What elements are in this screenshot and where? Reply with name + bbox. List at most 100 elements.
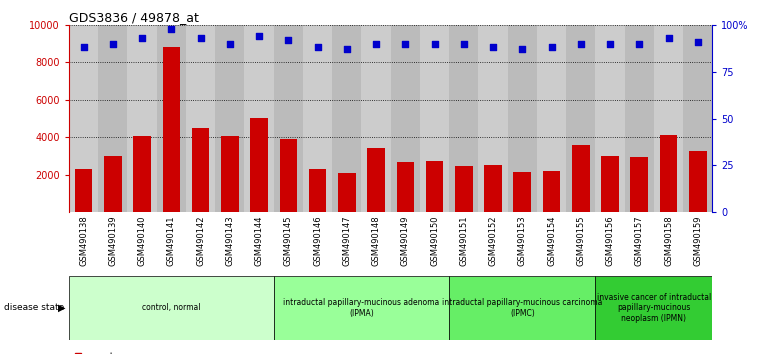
Bar [484, 165, 502, 212]
Point [370, 41, 382, 46]
Bar [426, 161, 444, 212]
Bar [572, 145, 590, 212]
Text: GSM490148: GSM490148 [372, 216, 381, 266]
Point [165, 26, 178, 32]
Point [633, 41, 646, 46]
Bar [162, 47, 180, 212]
Bar [332, 25, 362, 212]
FancyBboxPatch shape [449, 276, 595, 340]
Point [428, 41, 440, 46]
Point [195, 35, 207, 41]
Bar [508, 25, 537, 212]
Text: GSM490149: GSM490149 [401, 216, 410, 266]
Text: GSM490156: GSM490156 [605, 216, 614, 266]
Point [341, 46, 353, 52]
Bar [215, 25, 244, 212]
Bar [133, 136, 151, 212]
Point [487, 45, 499, 50]
Bar [397, 162, 414, 212]
Text: ▶: ▶ [57, 303, 65, 313]
Text: GSM490151: GSM490151 [460, 216, 468, 266]
Text: GSM490143: GSM490143 [225, 216, 234, 266]
Point [545, 45, 558, 50]
Bar [543, 171, 560, 212]
Bar [192, 128, 209, 212]
Point [399, 41, 411, 46]
Text: intraductal papillary-mucinous adenoma
(IPMA): intraductal papillary-mucinous adenoma (… [283, 298, 440, 318]
Text: GSM490153: GSM490153 [518, 216, 527, 266]
Text: GSM490138: GSM490138 [79, 216, 88, 266]
Bar [75, 169, 93, 212]
Text: control, normal: control, normal [142, 303, 201, 313]
Bar [420, 25, 449, 212]
Text: invasive cancer of intraductal
papillary-mucinous
neoplasm (IPMN): invasive cancer of intraductal papillary… [597, 293, 711, 323]
Text: GSM490142: GSM490142 [196, 216, 205, 266]
Point [604, 41, 616, 46]
Legend: count, percentile rank within the sample: count, percentile rank within the sample [74, 352, 251, 354]
Bar [127, 25, 157, 212]
Bar [595, 25, 624, 212]
Text: GSM490157: GSM490157 [635, 216, 643, 266]
Point [312, 45, 324, 50]
Point [77, 45, 90, 50]
Point [136, 35, 148, 41]
Text: GSM490158: GSM490158 [664, 216, 673, 266]
Bar [630, 157, 648, 212]
Bar [303, 25, 332, 212]
Text: intraductal papillary-mucinous carcinoma
(IPMC): intraductal papillary-mucinous carcinoma… [442, 298, 603, 318]
Bar [689, 152, 706, 212]
Point [692, 39, 704, 45]
Point [574, 41, 587, 46]
Point [253, 33, 265, 39]
Bar [683, 25, 712, 212]
Text: GSM490155: GSM490155 [576, 216, 585, 266]
FancyBboxPatch shape [595, 276, 712, 340]
Bar [479, 25, 508, 212]
Bar [69, 25, 98, 212]
Bar [280, 139, 297, 212]
Text: disease state: disease state [4, 303, 64, 313]
Text: GSM490159: GSM490159 [693, 216, 702, 266]
Bar [513, 172, 531, 212]
FancyBboxPatch shape [69, 276, 273, 340]
Point [663, 35, 675, 41]
Bar [273, 25, 303, 212]
Text: GSM490144: GSM490144 [254, 216, 264, 266]
Bar [449, 25, 479, 212]
Point [282, 37, 294, 42]
Bar [391, 25, 420, 212]
Bar [98, 25, 127, 212]
Text: GSM490154: GSM490154 [547, 216, 556, 266]
Bar [221, 136, 238, 212]
Bar [367, 148, 385, 212]
Bar [338, 173, 355, 212]
Text: GSM490140: GSM490140 [138, 216, 146, 266]
FancyBboxPatch shape [273, 276, 449, 340]
Bar [537, 25, 566, 212]
Bar [244, 25, 273, 212]
Text: GSM490139: GSM490139 [108, 216, 117, 266]
Bar [624, 25, 654, 212]
Point [224, 41, 236, 46]
Bar [309, 169, 326, 212]
Point [106, 41, 119, 46]
Bar [660, 136, 677, 212]
Text: GSM490147: GSM490147 [342, 216, 352, 266]
Bar [157, 25, 186, 212]
Bar [104, 156, 122, 212]
Bar [601, 156, 619, 212]
Point [516, 46, 529, 52]
Bar [566, 25, 595, 212]
Text: GSM490145: GSM490145 [283, 216, 293, 266]
Bar [654, 25, 683, 212]
Bar [250, 118, 268, 212]
Text: GSM490146: GSM490146 [313, 216, 322, 266]
Bar [455, 166, 473, 212]
Text: GSM490150: GSM490150 [430, 216, 439, 266]
Text: GDS3836 / 49878_at: GDS3836 / 49878_at [69, 11, 199, 24]
Bar [186, 25, 215, 212]
Point [457, 41, 470, 46]
Bar [362, 25, 391, 212]
Text: GSM490152: GSM490152 [489, 216, 498, 266]
Text: GSM490141: GSM490141 [167, 216, 176, 266]
